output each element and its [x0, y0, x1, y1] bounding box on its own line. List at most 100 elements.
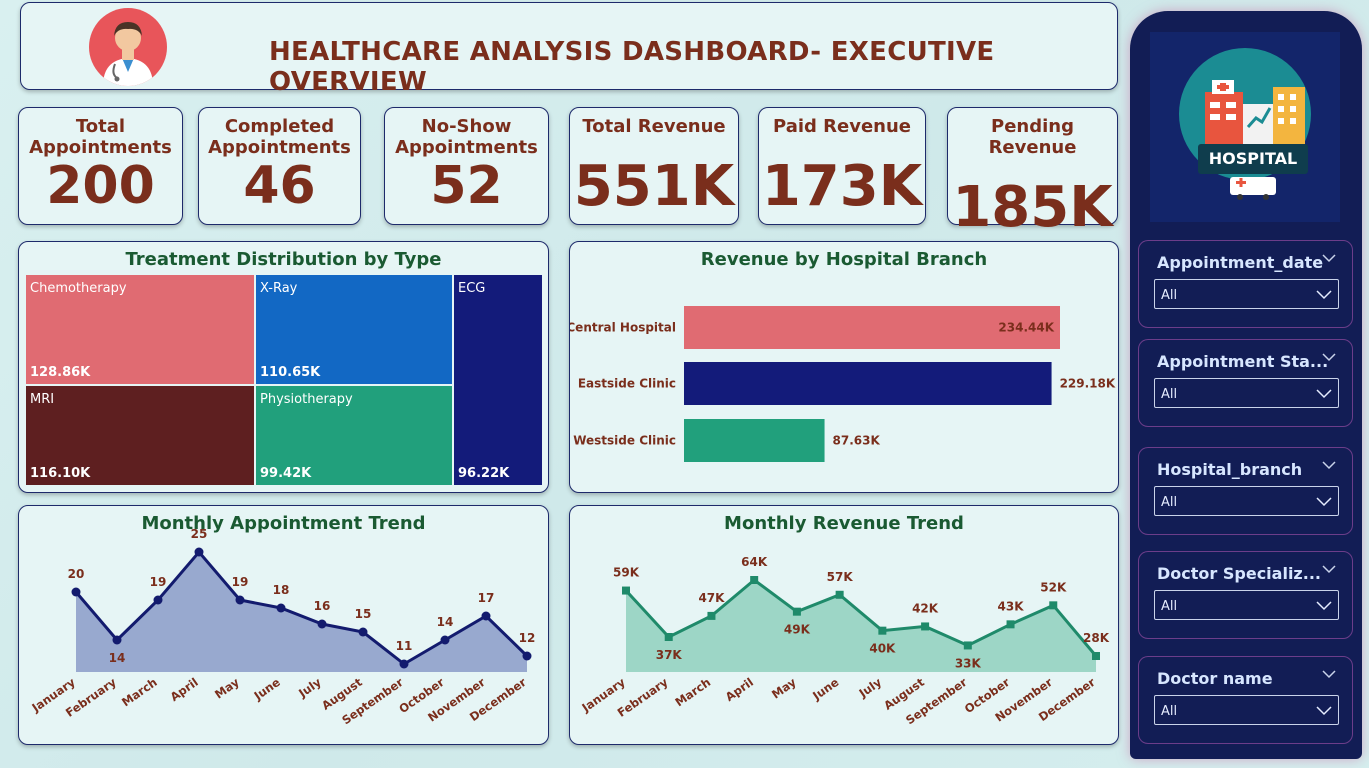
chart-title: Treatment Distribution by Type	[125, 249, 442, 270]
slicer-dropdown-value: All	[1161, 288, 1178, 303]
kpi-label: Completed	[224, 116, 335, 137]
data-point[interactable]	[878, 626, 887, 635]
kpi-value: 551K	[573, 154, 735, 219]
treemap-cell-ecg[interactable]: ECG 96.22K	[453, 274, 543, 486]
data-label: 37K	[656, 648, 683, 662]
data-point[interactable]	[963, 641, 972, 650]
bar-category-label: Westside Clinic	[573, 434, 676, 448]
data-label: 64K	[741, 555, 768, 569]
treemap-area: Chemotherapy 128.86K MRI 116.10K X-Ray 1…	[25, 274, 543, 486]
data-point[interactable]	[276, 603, 286, 613]
data-label: 33K	[955, 656, 982, 670]
data-point[interactable]	[835, 590, 844, 599]
data-point[interactable]	[707, 611, 716, 620]
data-label: 12	[519, 631, 536, 645]
data-point[interactable]	[792, 607, 801, 616]
data-label: 42K	[912, 601, 939, 615]
chevron-down-icon	[1316, 497, 1332, 507]
data-point[interactable]	[235, 595, 245, 605]
kpi-label: Total	[75, 116, 126, 137]
data-point[interactable]	[522, 651, 532, 661]
page-title: HEALTHCARE ANALYSIS DASHBOARD- EXECUTIVE…	[269, 37, 995, 97]
data-point[interactable]	[1092, 652, 1100, 660]
branch-bar-chart: Central Hospital 234.44K Eastside Clinic 22…	[570, 306, 1116, 462]
data-point[interactable]	[1006, 620, 1015, 629]
chevron-down-icon[interactable]	[1322, 350, 1336, 364]
chevron-down-icon[interactable]	[1322, 251, 1336, 265]
data-label: 52K	[1040, 580, 1067, 594]
x-tick-label: July	[856, 675, 885, 701]
data-point[interactable]	[399, 659, 409, 669]
data-point[interactable]	[1049, 601, 1058, 610]
treemap-value: 99.42K	[260, 466, 312, 481]
treemap-label: Physiotherapy	[260, 392, 353, 407]
slicer-title: Doctor Specializ...	[1157, 564, 1321, 583]
data-point[interactable]	[750, 576, 759, 584]
slicer-dropdown[interactable]: All	[1154, 486, 1339, 516]
slicer-title: Hospital_branch	[1157, 460, 1303, 479]
bar-eastside-clinic[interactable]	[684, 362, 1052, 405]
chevron-down-icon[interactable]	[1322, 562, 1336, 576]
x-tick-label: May	[212, 675, 242, 702]
data-point[interactable]	[622, 586, 630, 595]
series-line	[624, 578, 1098, 657]
treemap-label: Chemotherapy	[30, 281, 127, 296]
data-label: 11	[396, 639, 413, 653]
data-point[interactable]	[921, 622, 930, 631]
bar-category-label: Central Hospital	[570, 321, 676, 335]
data-label: 19	[150, 575, 167, 589]
kpi-value: 200	[46, 156, 155, 216]
appointment-trend-panel: Monthly Appointment Trend 20 January 14 Feb…	[18, 505, 549, 745]
data-point[interactable]	[153, 595, 163, 605]
slicer-title: Doctor name	[1157, 669, 1273, 688]
kpi-value: 185K	[952, 175, 1113, 240]
slicer-dropdown[interactable]: All	[1154, 378, 1339, 408]
data-point[interactable]	[112, 635, 122, 645]
bar-data-label: 87.63K	[833, 434, 881, 448]
hospital-logo: HOSPITAL	[1150, 32, 1340, 222]
data-label: 18	[273, 583, 290, 597]
data-point[interactable]	[481, 611, 491, 621]
treemap-label: ECG	[458, 281, 486, 296]
kpi-no-show-appointments: No-Show Appointments 52	[384, 107, 549, 225]
data-point[interactable]	[71, 587, 81, 597]
treemap-cell-mri[interactable]: MRI 116.10K	[25, 385, 255, 486]
chevron-down-icon	[1316, 601, 1332, 611]
slicer-dropdown[interactable]: All	[1154, 695, 1339, 725]
chevron-down-icon[interactable]	[1322, 458, 1336, 472]
data-point[interactable]	[664, 633, 673, 641]
x-tick-label: April	[168, 675, 201, 704]
slicer-dropdown-value: All	[1161, 387, 1178, 402]
data-label: 25	[191, 527, 208, 541]
data-point[interactable]	[358, 627, 368, 637]
filter-sidebar: HOSPITAL Appointment_date All Appointmen…	[1130, 11, 1362, 759]
treemap-cell-physiotherapy[interactable]: Physiotherapy 99.42K	[255, 385, 453, 486]
bar-westside-clinic[interactable]	[684, 419, 825, 462]
kpi-label: No-Show	[421, 116, 512, 137]
bar-central-hospital[interactable]	[684, 306, 1060, 349]
x-tick-label: June	[251, 675, 283, 703]
slicer-dropdown-value: All	[1161, 495, 1178, 510]
logo-text: HOSPITAL	[1209, 149, 1297, 168]
kpi-total-appointments: Total Appointments 200	[18, 107, 183, 225]
series-line	[74, 549, 529, 666]
slicer-title: Appointment Sta...	[1157, 352, 1329, 371]
data-label: 57K	[827, 570, 854, 584]
hospital-icon: HOSPITAL	[1179, 48, 1311, 200]
data-point[interactable]	[194, 547, 204, 557]
doctor-avatar-icon	[89, 8, 167, 86]
data-point[interactable]	[317, 619, 327, 629]
slicer-dropdown[interactable]: All	[1154, 279, 1339, 309]
data-label: 14	[109, 651, 126, 665]
slicer-dropdown[interactable]: All	[1154, 590, 1339, 620]
chevron-down-icon[interactable]	[1322, 667, 1336, 681]
revenue-line-chart: 59KJanuary37KFebruary47KMarch64KApril49K…	[578, 555, 1110, 727]
treemap-cell-x-ray[interactable]: X-Ray 110.65K	[255, 274, 453, 385]
chevron-down-icon	[1316, 389, 1332, 399]
data-point[interactable]	[440, 635, 450, 645]
data-label: 28K	[1083, 631, 1110, 645]
x-tick-label: June	[809, 675, 841, 703]
treemap-cell-chemotherapy[interactable]: Chemotherapy 128.86K	[25, 274, 255, 385]
data-label: 20	[68, 567, 85, 581]
data-label: 59K	[613, 566, 640, 580]
